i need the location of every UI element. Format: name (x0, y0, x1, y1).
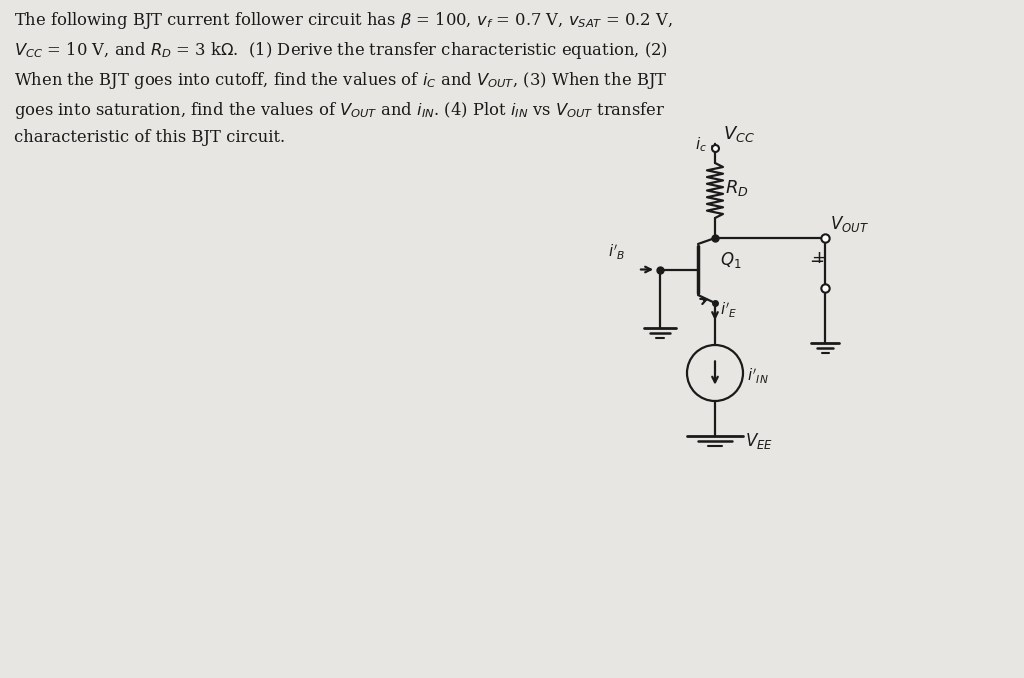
Text: $i'_{IN}$: $i'_{IN}$ (746, 366, 769, 386)
Text: $V_{EE}$: $V_{EE}$ (745, 431, 773, 451)
Text: $i_c$: $i_c$ (695, 136, 707, 155)
Text: $+$: $+$ (811, 249, 826, 267)
Text: $i'_E$: $i'_E$ (720, 300, 737, 320)
Text: $Q_1$: $Q_1$ (720, 250, 741, 269)
Text: $V_{OUT}$: $V_{OUT}$ (830, 214, 869, 234)
Text: $-$: $-$ (809, 251, 824, 269)
Text: $V_{CC}$: $V_{CC}$ (723, 124, 755, 144)
Text: $R_D$: $R_D$ (725, 178, 749, 199)
Text: $i'_B$: $i'_B$ (608, 243, 626, 262)
Text: The following BJT current follower circuit has $\beta$ = 100, $v_f$ = 0.7 V, $v_: The following BJT current follower circu… (14, 10, 673, 146)
